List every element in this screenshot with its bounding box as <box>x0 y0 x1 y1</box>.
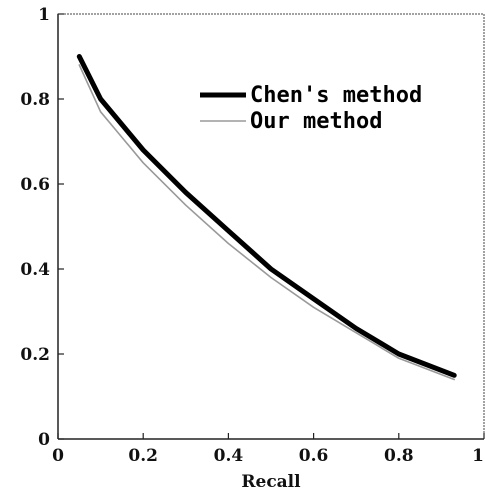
series-line-our-method <box>78 64 455 381</box>
x-tick-label: 1 <box>472 446 484 466</box>
y-tick-label: 0.6 <box>20 175 50 195</box>
x-axis-title: Recall <box>241 472 301 492</box>
y-tick-label: 1 <box>38 5 50 25</box>
y-tick-label: 0.2 <box>20 345 50 365</box>
series-layer <box>76 54 457 381</box>
x-tick-label: 0.8 <box>384 446 414 466</box>
series-line-chens-method <box>76 54 457 378</box>
x-tick-label: 0.6 <box>299 446 329 466</box>
x-tick-label: 0.2 <box>128 446 158 466</box>
y-tick-label: 0.8 <box>20 90 50 110</box>
legend-label-chens-method: Chen's method <box>250 83 422 108</box>
y-tick-label: 0 <box>38 430 50 450</box>
ticks-layer: 0 0.2 0.4 0.6 0.8 1 0 0.2 0.4 0.6 0.8 1 <box>20 5 485 466</box>
legend-label-our-method: Our method <box>250 109 382 134</box>
plot-frame <box>57 13 485 440</box>
y-tick-label: 0.4 <box>20 260 50 280</box>
x-tick-label: 0 <box>52 446 64 466</box>
x-tick-label: 0.4 <box>214 446 244 466</box>
